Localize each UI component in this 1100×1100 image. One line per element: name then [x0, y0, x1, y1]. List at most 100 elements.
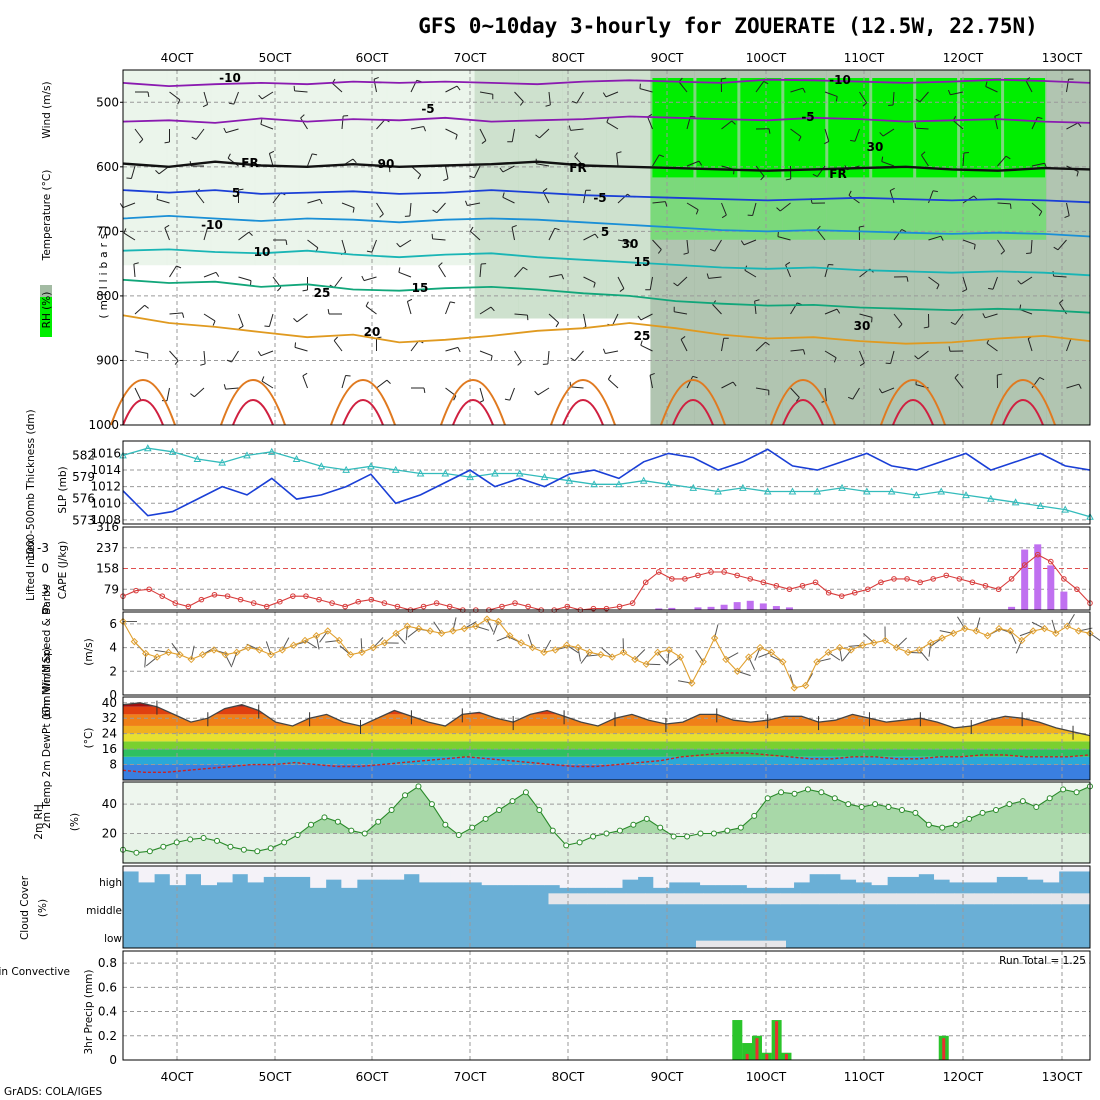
wind-barb — [616, 153, 619, 167]
rh-shade — [123, 70, 168, 266]
thickness-point — [441, 469, 450, 477]
wind-barb — [779, 202, 791, 212]
cape-bar — [1008, 606, 1016, 610]
wind10-point — [631, 655, 639, 664]
wind-barb — [824, 128, 830, 142]
contour-label: 5 — [601, 225, 609, 239]
wind-barb-flag — [481, 140, 487, 144]
wind-barb-flag — [571, 100, 577, 104]
cloud-high-clear — [918, 866, 935, 875]
wind-barb — [824, 308, 838, 315]
cloud-middle-clear — [1051, 893, 1072, 905]
li-point — [290, 593, 296, 599]
wind-barb-flag — [450, 301, 456, 304]
wind-barb-flag — [963, 152, 969, 154]
wind-barb-flag — [889, 187, 895, 192]
li-point — [277, 598, 283, 605]
rh2m-point — [925, 821, 932, 828]
wind-barb-flag — [517, 361, 522, 366]
rh2m-point — [684, 833, 691, 840]
wind-barb — [674, 311, 688, 315]
rh2m-point — [1019, 798, 1026, 805]
wind10-point — [688, 679, 696, 687]
wind10-point — [176, 650, 184, 659]
bottom-tick-label: 9OCT — [651, 1070, 684, 1084]
panel-frame — [122, 865, 1091, 949]
contour-label: -5 — [593, 191, 606, 205]
li-point — [1074, 586, 1080, 593]
rh-shade-saturated — [784, 78, 826, 178]
cloud-high-clear — [684, 866, 701, 883]
wind-barb-flag — [847, 396, 853, 400]
rh2m-point — [710, 830, 717, 837]
contour-label: FR — [829, 167, 846, 181]
wind-barb — [708, 276, 722, 279]
wind-barb — [467, 202, 481, 206]
wind-barb-flag — [862, 102, 867, 107]
thickness-point — [813, 487, 822, 495]
wind-barb-flag — [502, 192, 505, 198]
wind-barb — [954, 313, 964, 325]
wind10-point — [278, 646, 286, 654]
wind-barb — [962, 276, 968, 290]
wind-barb — [445, 346, 459, 352]
cloud-middle-clear — [819, 893, 839, 905]
cape-bar — [785, 607, 793, 610]
wind-barb-flag — [721, 214, 727, 219]
temp-tick: 8 — [109, 758, 117, 772]
rh-shade — [606, 70, 651, 319]
rh2m-point — [214, 837, 221, 844]
thickness-point — [168, 447, 177, 455]
wind-barb-flag — [754, 299, 760, 302]
wind-barb-flag — [522, 266, 528, 271]
li-point — [394, 603, 401, 610]
rh2m-point — [321, 814, 328, 821]
wind-barb-flag — [848, 190, 852, 196]
cloud-high-clear — [372, 866, 389, 880]
wind-barb — [686, 376, 694, 389]
wind-10m-panel: 6 4 2 0 — [109, 611, 1100, 702]
wind-barb-flag — [212, 320, 216, 326]
temp-tick: 32 — [102, 711, 117, 725]
wind10-label: 10m Wind Speed & Barbs — [41, 585, 53, 720]
cloud-middle-clear — [664, 893, 685, 905]
li-tick: -3 — [37, 541, 49, 555]
wind-barb-flag — [888, 104, 894, 106]
cloud-high-clear — [138, 866, 155, 883]
wind-barb — [721, 120, 733, 130]
wind-barb-flag — [327, 308, 330, 315]
rh-shade — [1046, 70, 1091, 425]
precip-tick: 0 — [109, 1053, 117, 1067]
wind-barb — [962, 152, 965, 167]
wind10-point — [335, 636, 343, 645]
rh2m-point — [657, 824, 664, 831]
rh2m-point — [187, 836, 194, 843]
thickness-point — [466, 473, 474, 481]
wind10-point — [312, 632, 321, 640]
wind10-point — [346, 650, 355, 659]
wind-barb — [302, 375, 308, 389]
rh-shade — [474, 70, 520, 319]
li-point — [838, 593, 845, 599]
wind10-point — [142, 649, 150, 658]
rh2m-point — [240, 846, 247, 853]
cloud-high-clear — [902, 866, 919, 877]
wind10-point — [153, 653, 161, 661]
wind-barb — [445, 128, 458, 136]
wind-barb-flag — [176, 265, 182, 269]
cloud-middle-clear — [703, 893, 723, 905]
li-point — [525, 603, 531, 610]
wind-barb-flag — [561, 274, 565, 280]
thickness-label: 1000-500mb Thickness (dm) — [25, 409, 37, 560]
wind-barb — [195, 128, 205, 140]
cloud-high-clear — [824, 866, 841, 875]
cloud-middle-clear — [1031, 893, 1052, 905]
contour-label: -10 — [829, 73, 851, 87]
wind-barb-flag — [294, 342, 297, 348]
wind-barb-flag — [119, 203, 124, 208]
wind-barb — [371, 239, 377, 253]
isotherm--5 — [122, 115, 1091, 124]
wind-barb-flag — [616, 151, 622, 154]
li-point — [146, 586, 152, 593]
cloud-high-clear — [965, 866, 982, 883]
